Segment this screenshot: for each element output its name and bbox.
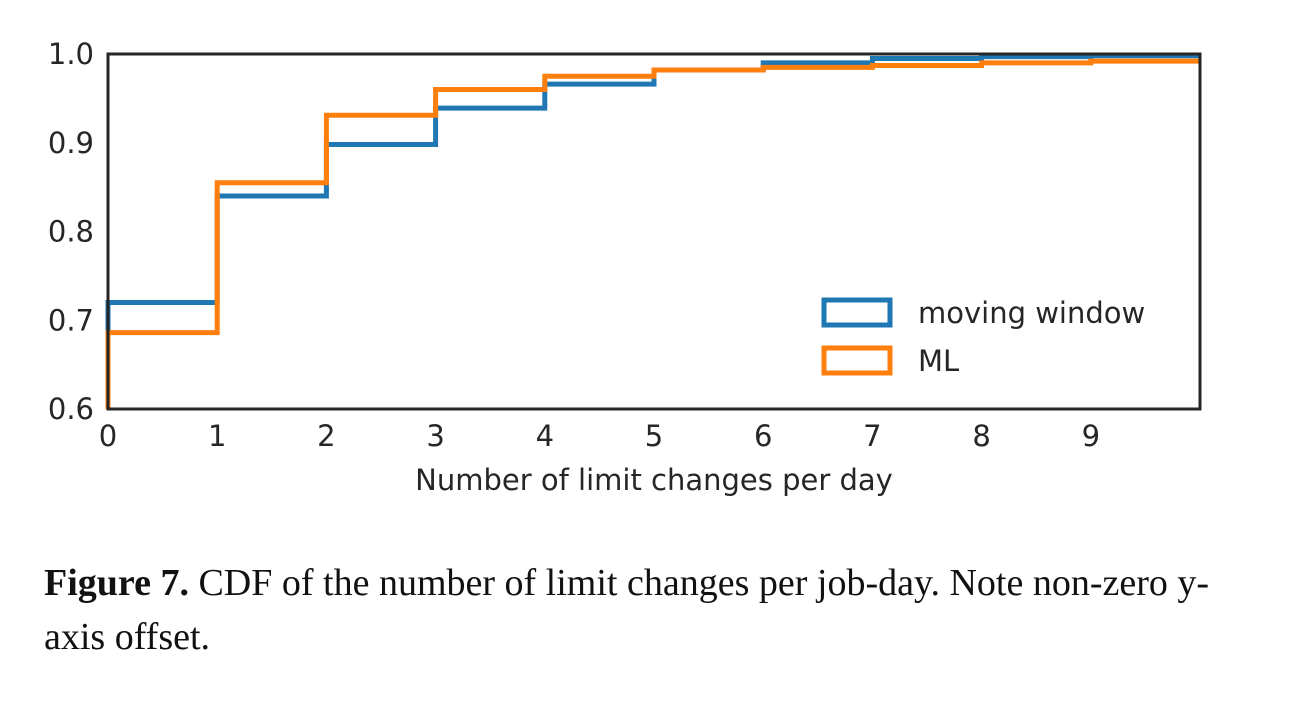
series-line-0	[105, 53, 1200, 409]
x-tick-label-3: 3	[426, 419, 444, 453]
x-tick-label-2: 2	[317, 419, 335, 453]
legend-label-0: moving window	[918, 296, 1145, 330]
x-tick-label-0: 0	[99, 419, 117, 453]
series-lines	[105, 53, 1200, 409]
plot-frame	[106, 52, 1202, 411]
x-tick-label-4: 4	[536, 419, 554, 453]
legend-label-1: ML	[918, 344, 959, 378]
figure-label: Figure 7.	[44, 562, 189, 604]
x-tick-label-7: 7	[863, 419, 881, 453]
y-tick-label-0: 0.6	[48, 392, 94, 426]
x-tick-label-1: 1	[208, 419, 226, 453]
legend-swatch-1	[821, 345, 893, 376]
series-line-1	[105, 58, 1200, 409]
axis-ticks: 0 1 2 3 4 5 6 7 8 9 0.6 0.7 0.8 0.9 1.0	[48, 37, 1100, 453]
x-tick-label-5: 5	[645, 419, 663, 453]
x-tick-label-8: 8	[972, 419, 990, 453]
figure-caption: Figure 7. CDF of the number of limit cha…	[44, 556, 1264, 664]
legend: moving window ML	[821, 296, 1145, 378]
cdf-chart: 0 1 2 3 4 5 6 7 8 9 0.6 0.7 0.8 0.9 1.0 moving window M…	[48, 37, 1202, 497]
y-tick-label-3: 0.9	[48, 126, 94, 160]
y-tick-label-4: 1.0	[48, 37, 94, 71]
x-tick-label-6: 6	[754, 419, 772, 453]
y-tick-label-1: 0.7	[48, 303, 94, 337]
legend-swatch-0	[821, 297, 893, 328]
caption-text: CDF of the number of limit changes per j…	[44, 562, 1210, 658]
x-tick-label-9: 9	[1082, 419, 1100, 453]
y-tick-label-2: 0.8	[48, 215, 94, 249]
x-axis-label: Number of limit changes per day	[415, 463, 893, 497]
